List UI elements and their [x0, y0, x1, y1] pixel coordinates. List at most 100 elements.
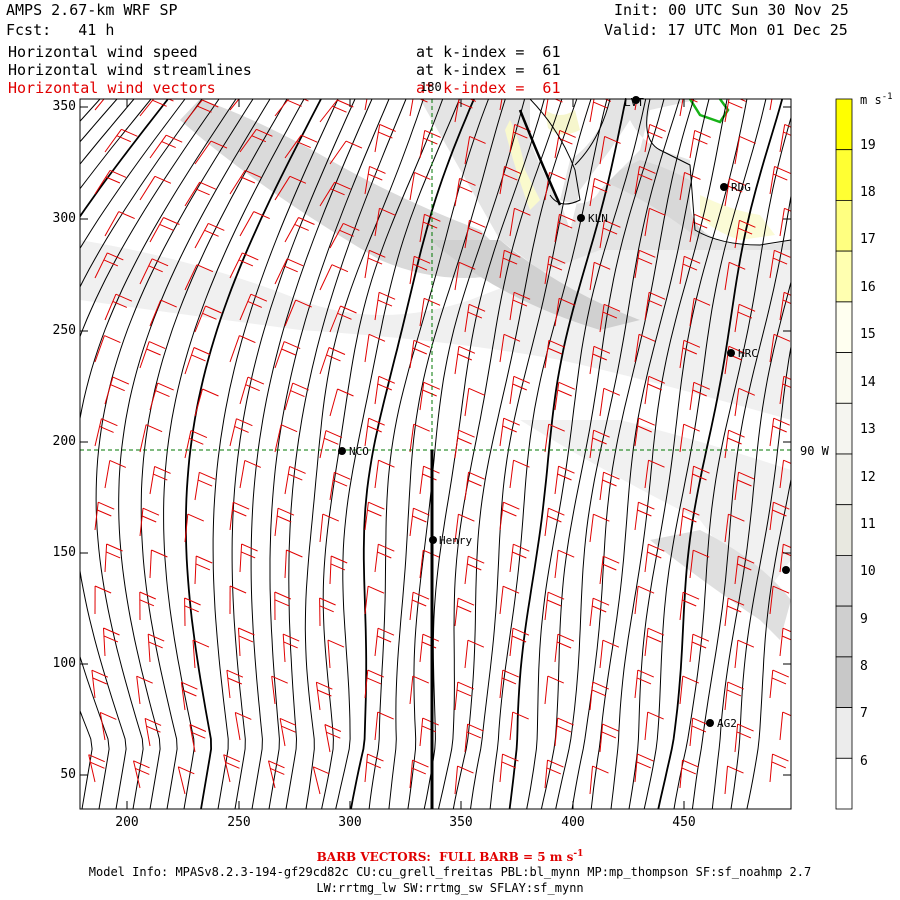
wind-barb — [464, 220, 470, 249]
wind-barb-flag — [368, 333, 386, 342]
wind-barb-flag — [223, 754, 240, 763]
wind-barb-flag — [681, 767, 696, 775]
wind-barb-flag — [783, 375, 791, 380]
wind-barb — [239, 211, 255, 237]
wind-barb-flag — [239, 335, 256, 344]
wind-barb — [499, 670, 504, 699]
wind-barb — [419, 130, 426, 159]
wind-barb-flag — [603, 471, 620, 480]
field-name-streamlines: Horizontal wind streamlines — [8, 61, 252, 79]
wind-barb-flag — [139, 599, 155, 607]
wind-barb — [454, 766, 458, 795]
streamline — [388, 99, 506, 809]
wind-barb — [454, 598, 459, 627]
wind-barb — [779, 460, 784, 489]
wind-barb-flag — [423, 381, 441, 390]
colorbar-cell — [835, 250, 853, 303]
wind-barb-flag — [324, 437, 339, 445]
wind-barb-flag — [101, 418, 118, 427]
wind-barb — [226, 670, 231, 699]
x-tick-label: 350 — [449, 815, 473, 830]
streamline — [590, 99, 710, 809]
wind-barb-flag — [638, 417, 655, 426]
wind-barb-flag — [727, 681, 745, 690]
wind-barb-flag — [458, 261, 476, 270]
wind-barb — [149, 382, 159, 411]
wind-barb-flag — [241, 543, 258, 552]
wind-barb-flag — [547, 515, 562, 523]
wind-barb — [464, 304, 470, 333]
wind-barb-flag — [196, 264, 214, 273]
wind-barb — [599, 724, 604, 753]
wind-barb — [239, 460, 246, 489]
wind-barb-flag — [592, 681, 610, 690]
wind-barb-flag — [271, 675, 288, 684]
wind-barb — [499, 754, 503, 783]
streamline — [643, 99, 767, 809]
wind-barb-flag — [468, 303, 486, 312]
wind-barb-flag — [154, 175, 172, 184]
wind-barb-flag — [682, 675, 700, 684]
wind-barb — [769, 754, 773, 783]
init-time: Init: 00 UTC Sun 30 Nov 25 — [614, 1, 849, 19]
field-level-speed: at k-index = 61 — [416, 43, 561, 61]
wind-barb-flag — [195, 555, 213, 564]
station-dot-nco — [338, 447, 346, 455]
wind-barb-flag — [283, 341, 301, 350]
streamline — [250, 99, 373, 809]
wind-barb-flag — [325, 430, 343, 439]
wind-barb — [144, 718, 151, 747]
streamline — [80, 99, 170, 218]
wind-barb-flag — [229, 585, 247, 594]
wind-barb-flag — [204, 229, 219, 237]
wind-barb — [554, 382, 560, 411]
wind-barb — [644, 208, 650, 237]
wind-barb — [454, 430, 460, 459]
wind-barb-flag — [146, 725, 161, 733]
wind-barb-flag — [292, 382, 309, 391]
wind-barb-flag — [548, 507, 565, 516]
wind-barb-flag — [109, 459, 127, 468]
wind-barb — [180, 682, 186, 711]
wind-barb-flag — [682, 515, 697, 523]
wind-barb-flag — [424, 213, 441, 222]
wind-barb — [634, 99, 638, 111]
streamline — [118, 99, 271, 809]
wind-barb-flag — [136, 675, 153, 684]
wind-barb-flag — [593, 261, 611, 270]
station-label-lvt: LVT — [624, 96, 644, 109]
wind-barb-flag — [738, 387, 756, 396]
wind-barb-flag — [294, 223, 309, 231]
wind-barb-flag — [558, 297, 576, 306]
wind-barb-flag — [94, 585, 112, 594]
wind-barb-flag — [513, 131, 528, 139]
wind-barb-flag — [728, 185, 743, 193]
wind-barb-flag — [412, 599, 427, 607]
wind-barb — [499, 418, 505, 447]
wind-barb-flag — [547, 263, 563, 271]
wind-barb-flag — [106, 543, 123, 552]
wind-barb-flag — [503, 173, 518, 181]
wind-barb — [464, 136, 471, 165]
model-title: AMPS 2.67-km WRF SP — [6, 1, 178, 19]
colorbar-cell — [835, 301, 853, 353]
wind-barb-flag — [368, 173, 383, 181]
meridian-label: 180 — [420, 80, 442, 94]
wind-barb-flag — [728, 101, 743, 109]
wind-barb — [779, 628, 784, 657]
wind-barb — [409, 172, 415, 201]
wind-barb-flag — [647, 627, 665, 636]
wind-barb-flag — [379, 207, 396, 216]
wind-barb — [454, 682, 459, 711]
streamline — [185, 99, 323, 809]
wind-barb-flag — [738, 303, 756, 312]
wind-barb-flag — [728, 513, 745, 522]
wind-barb-flag — [782, 299, 791, 305]
wind-barb — [679, 99, 684, 117]
wind-barb-flag — [682, 347, 697, 355]
wind-barb — [679, 424, 685, 453]
wind-barb-flag — [557, 717, 574, 726]
wind-barb — [679, 592, 684, 621]
wind-barb-flag — [277, 507, 295, 516]
streamline — [407, 99, 526, 809]
